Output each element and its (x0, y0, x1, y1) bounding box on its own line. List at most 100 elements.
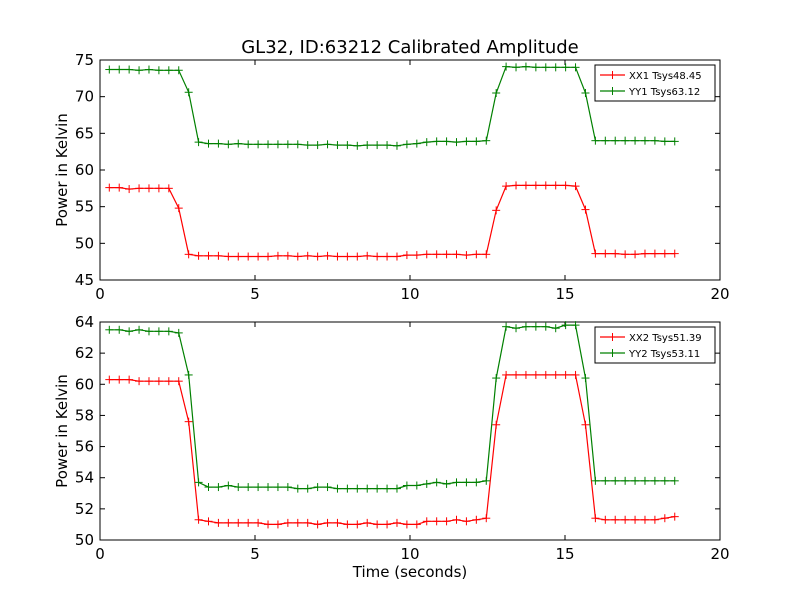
panel-2-series-2-marker (224, 481, 233, 490)
panel-2-series-1-marker (154, 377, 163, 386)
panel-2-series-1-marker (432, 517, 441, 526)
panel-1-ylabel: Power in Kelvin (53, 113, 71, 227)
panel-2-series-1-marker (472, 515, 481, 524)
panel-2-ytick-label: 58 (75, 406, 94, 424)
panel-1-series-1-marker (442, 250, 451, 259)
panel-1-series-1-marker (472, 250, 481, 259)
panel-2-series-2-marker (631, 476, 640, 485)
panel-2-series-1-marker (214, 518, 223, 527)
panel-1-series-2-marker (264, 140, 273, 149)
panel-2-series-1-marker (422, 517, 431, 526)
panel-1-series-1-marker (283, 251, 292, 260)
panel-1-legend: XX1 Tsys48.45 YY1 Tsys63.12 (594, 64, 716, 102)
panel-2-series-2-marker (105, 325, 114, 334)
panel-2-legend-label: XX2 Tsys51.39 (629, 333, 702, 344)
panel-1-series-1-marker (581, 205, 590, 214)
panel-2-series-2-marker (293, 484, 302, 493)
panel-1-series-1-marker (264, 252, 273, 261)
panel-1-series-2 (105, 62, 679, 150)
panel-1-series-2-marker (373, 141, 382, 150)
panel-2-series-2-marker (244, 483, 253, 492)
panel-1-series-1-marker (452, 250, 461, 259)
panel-2-series-1-marker (650, 515, 659, 524)
panel-1-series-1-marker (343, 252, 352, 261)
panel-2-series-2-marker (333, 484, 342, 493)
panel-2-series-1-marker (670, 512, 679, 521)
panel-2-series-1-marker (224, 518, 233, 527)
panel-2-series-2-marker (392, 484, 401, 493)
panel-2-series-2-marker (551, 324, 560, 333)
panel-1-series-2-marker (531, 63, 540, 72)
panel-2-series-2-marker (373, 484, 382, 493)
panel-2-xtick-label: 20 (710, 545, 729, 563)
panel-2-series-2-marker (462, 478, 471, 487)
panel-1-series-2-marker (452, 138, 461, 147)
panel-2-xlabel: Time (seconds) (352, 563, 468, 581)
panel-2-series-1-marker (551, 370, 560, 379)
panel-1-series-1-marker (184, 250, 193, 259)
panel-1-series-2-marker (343, 141, 352, 150)
panel-1-series-1-marker (601, 249, 610, 258)
panel-1-series-2-marker (631, 136, 640, 145)
panel-2-series-2-marker (323, 483, 332, 492)
panel-2-xtick-label: 15 (555, 545, 574, 563)
panel-2-series-2-marker (660, 476, 669, 485)
panel-1-series-1-marker (640, 249, 649, 258)
panel-2-series-1-marker (125, 375, 134, 384)
panel-2-series-2-marker (531, 322, 540, 331)
panel-1-series-1-marker (144, 184, 153, 193)
panel-2-ytick-label: 56 (75, 438, 94, 456)
panel-2-ytick-label: 54 (75, 469, 94, 487)
panel-2-series-2-marker (343, 484, 352, 493)
panel-2-series-2-marker (313, 483, 322, 492)
panel-1-series-2-marker (303, 141, 312, 150)
panel-2-series-1-marker (293, 518, 302, 527)
panel-2-series-2-marker (214, 483, 223, 492)
panel-1-series-2-marker (601, 136, 610, 145)
panel-1-series-1-marker (392, 252, 401, 261)
panel-1-series-2-marker (174, 66, 183, 75)
panel-1-series-1-line (109, 184, 675, 258)
panel-1-series-1-marker (303, 251, 312, 260)
panel-2-ytick-label: 50 (75, 531, 94, 549)
panel-1-series-1-marker (313, 252, 322, 261)
panel-1-series-2-marker (105, 65, 114, 74)
panel-1-series-1-marker (422, 250, 431, 259)
panel-1-series-2-marker (502, 62, 511, 71)
panel-2-series-2-marker (621, 476, 630, 485)
panel-1-series-2-marker (313, 141, 322, 150)
panel-2-series-1-marker (591, 514, 600, 523)
panel-2-series-2-marker (174, 328, 183, 337)
panel-2-series-2-marker (640, 476, 649, 485)
panel-1-series-2-marker (670, 137, 679, 146)
panel-2-series-1-marker (561, 370, 570, 379)
panel-1-series-1-marker (125, 185, 134, 194)
panel-1-legend-entry: YY1 Tsys63.12 (600, 87, 700, 98)
panel-1-series-2-marker (333, 141, 342, 150)
panel-1-series-2-marker (492, 89, 501, 97)
panel-1-ytick-label: 60 (75, 161, 94, 179)
panel-2-ytick-label: 52 (75, 500, 94, 518)
panel-1-series-1-marker (373, 252, 382, 261)
panel-2-series-2-marker (264, 483, 273, 492)
panel-2-legend-entry: YY2 Tsys53.11 (600, 349, 700, 360)
panel-1-series-2-marker (482, 136, 491, 145)
panel-2-series-2-marker (115, 325, 124, 334)
panel-2-series-1-marker (383, 520, 392, 529)
panel-2-ylabel: Power in Kelvin (53, 374, 71, 488)
panel-2-legend-label: YY2 Tsys53.11 (628, 349, 700, 360)
panel-2-series-2-marker (492, 374, 501, 383)
panel-2-series-1-marker (521, 370, 530, 379)
panel-1-series-2-marker (392, 141, 401, 150)
panel-2-series-2-marker (204, 483, 213, 492)
panel-1-series-2-marker (234, 139, 243, 148)
panel-1-series-1-marker (512, 181, 521, 190)
panel-2-series-2-marker (422, 479, 431, 488)
panel-2-series-1-marker (462, 517, 471, 526)
panel-2-series-1-marker (601, 515, 610, 524)
panel-2-series-1 (105, 370, 679, 529)
panel-2-series-1-marker (264, 520, 273, 529)
panel-1-series-2-line (109, 65, 675, 147)
panel-1: 0 5 10 15 20 45 50 55 60 65 70 75 Power in Kelvin XX1… (53, 51, 730, 303)
panel-1-series-1-marker (105, 183, 114, 192)
